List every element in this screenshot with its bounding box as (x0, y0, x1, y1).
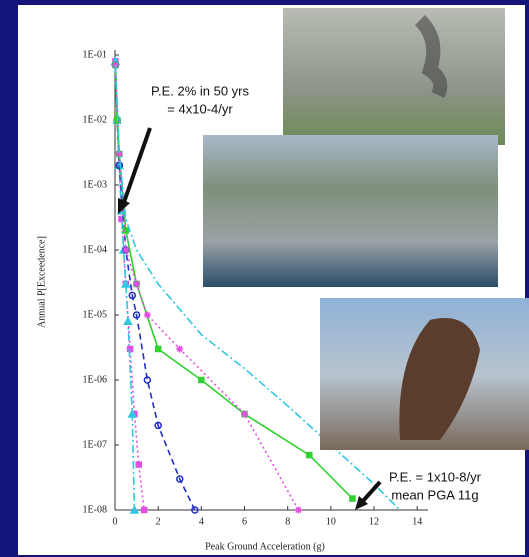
y-axis-label: Annual P[Exceedence] (36, 236, 47, 328)
marker (142, 508, 147, 513)
annotation: P.E. 2% in 50 yrs (151, 83, 250, 98)
marker (136, 462, 141, 467)
y-tick-label: 1E-02 (83, 114, 107, 125)
marker (133, 280, 140, 287)
x-tick-label: 10 (326, 516, 336, 527)
marker (307, 453, 312, 458)
marker (144, 312, 151, 319)
y-tick-label: 1E-07 (83, 439, 107, 450)
y-tick-label: 1E-03 (83, 179, 107, 190)
marker (176, 345, 183, 352)
marker (199, 378, 204, 383)
slide: 1E-01 1E-02 1E-03 1E-04 1E-05 1E-06 1E-07 1E-08… (0, 0, 529, 557)
x-tick-label: 14 (412, 516, 422, 527)
y-tick-label: 1E-01 (83, 49, 107, 60)
x-tick-label: 6 (242, 516, 247, 527)
annotation: P.E. = 1x10-8/yr (389, 469, 482, 484)
y-tick-label: 1E-06 (83, 374, 107, 385)
marker (295, 507, 302, 514)
marker (156, 346, 161, 351)
x-tick-label: 8 (285, 516, 290, 527)
x-tick-label: 2 (156, 516, 161, 527)
marker (350, 496, 355, 501)
marker (122, 247, 129, 254)
x-tick-label: 12 (369, 516, 379, 527)
x-tick-label: 0 (113, 516, 118, 527)
annotation: mean PGA 11g (391, 487, 478, 502)
x-tick-label: 4 (199, 516, 204, 527)
marker (241, 410, 248, 417)
y-tick-label: 1E-04 (83, 244, 107, 255)
x-axis-label: Peak Ground Acceleration (g) (205, 541, 325, 552)
photo-plant-aerial (203, 135, 498, 287)
y-tick-label: 1E-05 (83, 309, 107, 320)
annotation: = 4x10-4/yr (167, 101, 233, 116)
photo-plant-smoke (283, 8, 505, 145)
y-tick-label: 1E-08 (83, 504, 107, 515)
